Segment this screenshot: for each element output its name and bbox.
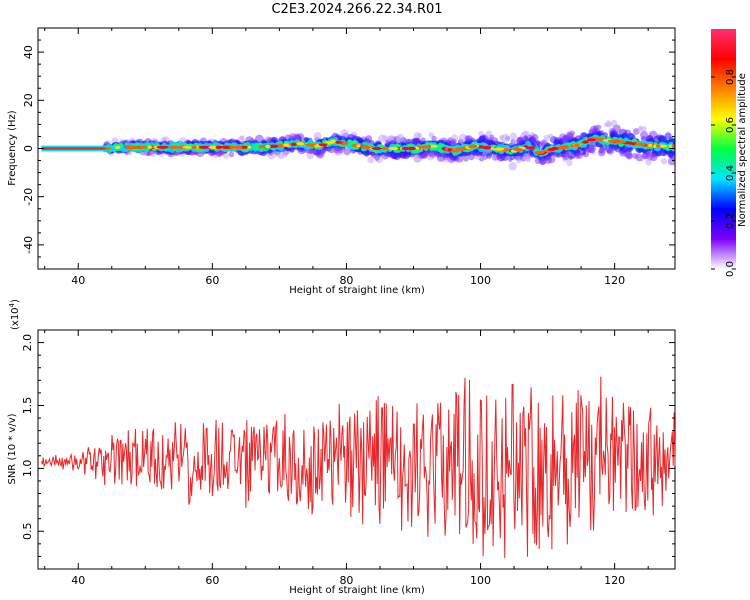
x-tick-label: 80 [339,274,353,287]
x-tick-label: 40 [71,274,85,287]
colorbar-gradient [711,29,736,269]
y-tick-label: 20 [22,93,35,107]
x-tick-label: 60 [205,274,219,287]
y-tick-label: 1.0 [21,460,34,478]
snr-x-label: Height of straight line (km) [289,585,425,596]
spectrogram-x-label: Height of straight line (km) [289,285,425,296]
spectrogram-y-label: Frequency (Hz) [7,110,18,186]
snr-x-axis: 40 60 80 100 120 [44,330,649,587]
x-tick-label: 80 [339,574,353,587]
spectrogram-y-axis: 40 20 0 -20 -40 [22,27,675,270]
colorbar: 0.0 0.2 0.4 0.6 0.8 Normalized spectral ampl… [711,29,748,277]
spectrogram-x-axis: 40 60 80 100 120 [44,28,649,287]
y-tick-label: -40 [22,236,35,254]
colorbar-tick-label: 0.2 [725,213,736,229]
y-tick-label: 0.5 [21,523,34,541]
y-tick-label: 1.5 [21,397,34,415]
colorbar-tick-label: 0.4 [725,165,736,181]
snr-series-line [40,376,676,559]
x-tick-label: 60 [205,574,219,587]
snr-y-axis: 2.0 1.5 1.0 0.5 [21,334,675,557]
y-tick-label: 0 [22,145,35,152]
colorbar-ticks: 0.0 0.2 0.4 0.6 0.8 [711,69,736,277]
y-tick-label: -20 [22,188,35,206]
figure-title: C2E3.2024.266.22.34.R01 [271,2,442,17]
x-tick-label: 40 [71,574,85,587]
spectrogram-field [41,119,675,171]
y-tick-label: 2.0 [21,334,34,352]
colorbar-tick-label: 0.6 [725,117,736,133]
x-tick-label: 120 [604,274,625,287]
x-tick-label: 120 [604,574,625,587]
colorbar-tick-label: 0.8 [725,69,736,85]
snr-y-multiplier: (x104) [8,299,21,330]
spectrogram-panel: 40 60 80 100 120 40 20 0 -20 -40 Height of strai… [7,27,676,296]
x-tick-label: 100 [470,274,491,287]
snr-panel: 40 60 80 100 120 2.0 1.5 1.0 0.5 Height of stra… [7,299,676,596]
x-tick-label: 100 [470,574,491,587]
colorbar-label: Normalized spectral amplitude [737,73,748,227]
y-tick-label: 40 [22,45,35,59]
snr-y-label: SNR (10 * v/v) [7,413,18,484]
colorbar-tick-label: 0.0 [725,261,736,277]
